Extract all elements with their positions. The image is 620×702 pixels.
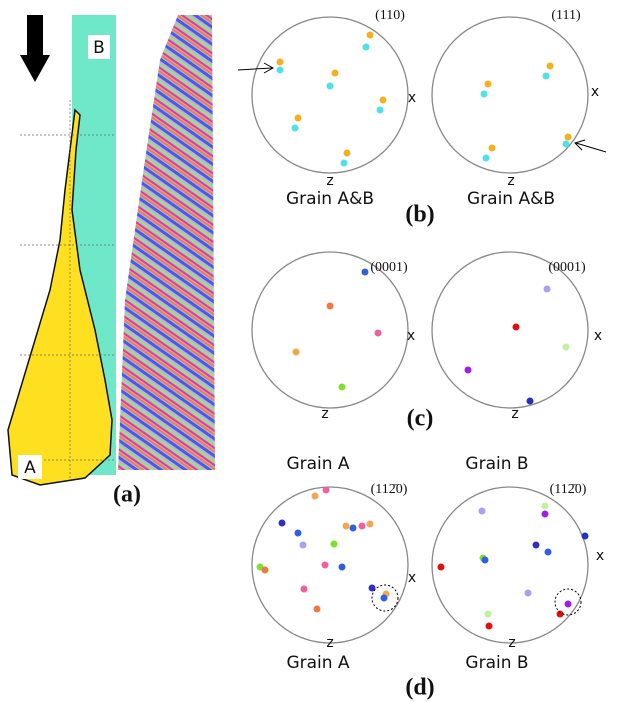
axis-label: x <box>594 328 602 344</box>
axis-label: z <box>321 406 328 422</box>
panel-a: B A (a) <box>7 15 215 508</box>
orientation-map <box>118 15 215 470</box>
plane-label: (111) <box>551 8 581 23</box>
grid <box>20 100 116 480</box>
grain-label: Grain A <box>286 653 349 673</box>
highlight <box>371 584 399 612</box>
axis-label: x <box>408 90 416 106</box>
poles <box>256 486 589 630</box>
plane-label: (112̄0) <box>550 482 587 497</box>
pole-figure <box>251 16 409 174</box>
grain-label: Grain A&B <box>467 189 555 209</box>
axis-label: z <box>326 635 333 651</box>
direction-arrow <box>20 15 50 82</box>
caption: (a) <box>113 482 141 508</box>
grain-label: Grain A&B <box>286 189 374 209</box>
grain-label: Grain B <box>465 653 528 673</box>
panel-d: Grain A Grain B (112̄0) (112̄0) x x z z … <box>251 454 604 701</box>
arrow <box>575 142 607 153</box>
axis-label: z <box>508 635 515 651</box>
pole-figure <box>431 251 589 409</box>
pole-figure <box>251 251 409 409</box>
highlight <box>554 588 582 616</box>
plane-label: (112̄0) <box>371 482 408 497</box>
plane-label: (0001) <box>370 260 408 275</box>
pole-figure <box>431 16 589 174</box>
panel-b: (110) (111) x x z z Grain A&B Grain A&B … <box>237 8 607 228</box>
caption: (b) <box>405 202 434 228</box>
plane-label: (0001) <box>548 260 586 275</box>
poles <box>292 268 570 405</box>
caption: (c) <box>407 406 434 432</box>
grain-label: Grain A <box>286 454 349 474</box>
arrow <box>574 139 586 151</box>
axis-label: z <box>511 406 518 422</box>
plane-label: (110) <box>375 8 405 23</box>
label-a: A <box>24 458 36 478</box>
poles <box>276 31 572 167</box>
label-box <box>18 455 42 479</box>
axis-label: x <box>596 548 604 564</box>
arrow <box>237 67 273 71</box>
axis-label: z <box>507 173 514 189</box>
grain-a-region <box>7 108 113 486</box>
pole-figure <box>431 486 589 644</box>
axis-label: x <box>407 328 415 344</box>
axis-label: x <box>408 570 416 586</box>
caption: (d) <box>405 675 434 701</box>
grain-label: Grain B <box>465 454 528 474</box>
arrow <box>263 62 275 74</box>
axis-label: x <box>591 84 599 100</box>
panel-c: (0001) (0001) x x z z (c) <box>251 251 602 432</box>
label-b: B <box>93 38 105 58</box>
axis-label: z <box>326 173 333 189</box>
label-box <box>88 35 110 59</box>
pole-figure <box>251 486 409 644</box>
